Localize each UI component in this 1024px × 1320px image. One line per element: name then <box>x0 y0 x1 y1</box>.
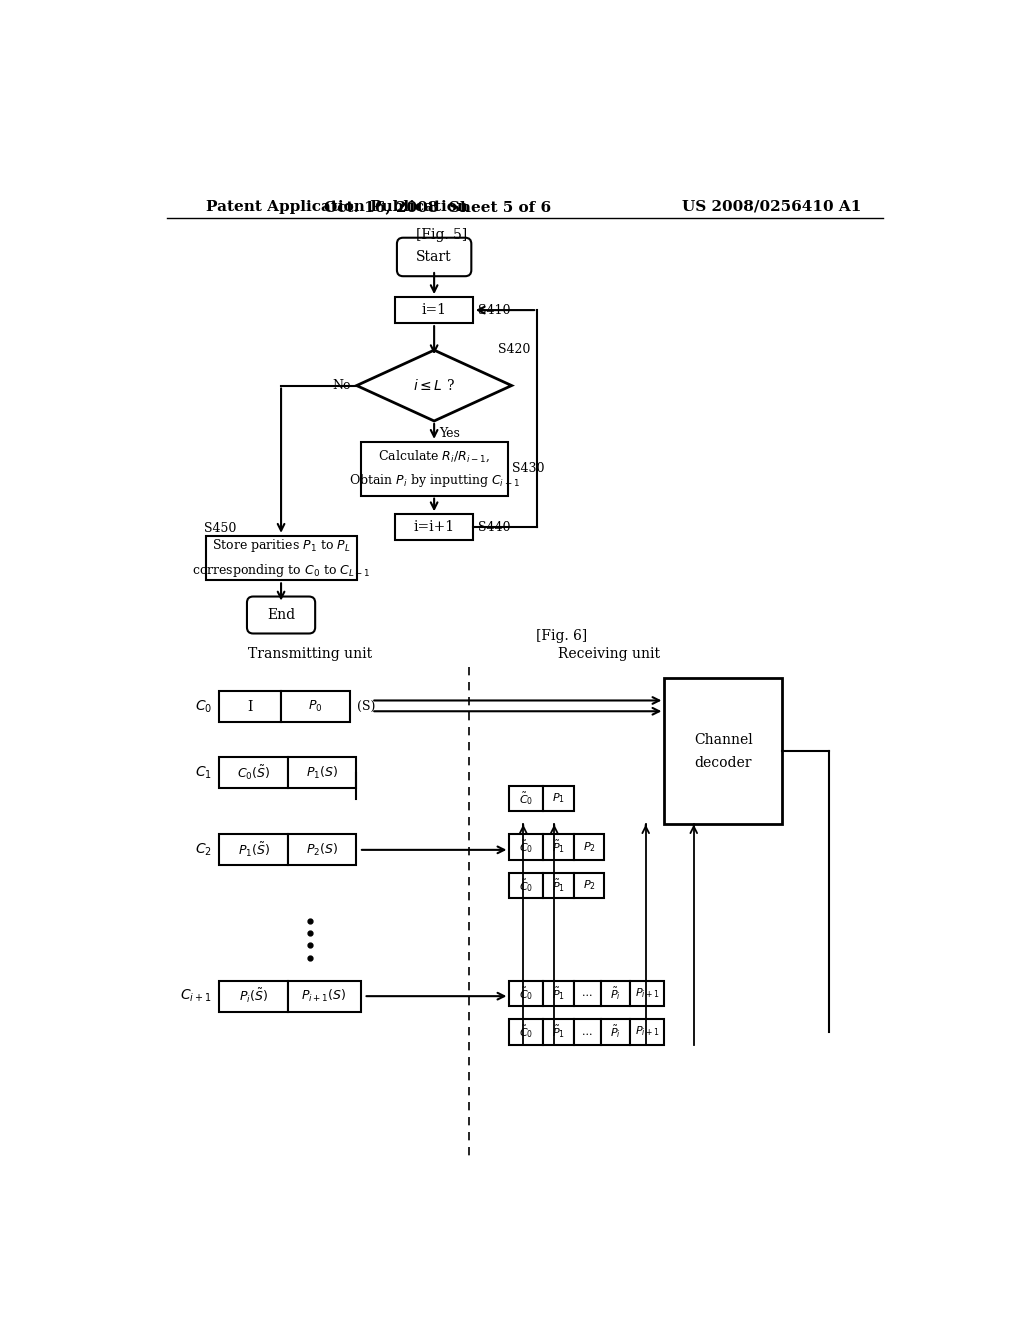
Bar <box>574 981 601 1006</box>
Bar <box>574 873 604 899</box>
Bar <box>288 758 356 788</box>
Text: [Fig. 6]: [Fig. 6] <box>537 628 588 643</box>
Text: Store parities $P_1$ to $P_L$
corresponding to $C_0$ to $C_{L-1}$: Store parities $P_1$ to $P_L$ correspond… <box>191 537 371 579</box>
Text: Start: Start <box>417 249 452 264</box>
Text: ...: ... <box>583 1027 593 1036</box>
Bar <box>544 1019 574 1044</box>
Bar <box>509 834 544 859</box>
Bar <box>630 1019 665 1044</box>
Text: $\tilde{P}_i$: $\tilde{P}_i$ <box>610 985 621 1002</box>
Bar <box>219 758 288 788</box>
Text: Patent Application Publication: Patent Application Publication <box>206 199 468 214</box>
Bar <box>360 442 508 496</box>
FancyBboxPatch shape <box>397 238 471 276</box>
Bar <box>509 873 544 899</box>
Bar <box>288 981 361 1011</box>
Bar <box>219 834 288 866</box>
Bar <box>601 1019 630 1044</box>
Bar <box>509 981 544 1006</box>
Text: S410: S410 <box>477 304 510 317</box>
Bar <box>574 834 604 859</box>
Text: S420: S420 <box>499 343 530 356</box>
Text: $C_{i+1}$: $C_{i+1}$ <box>180 987 212 1005</box>
Text: Oct. 16, 2008  Sheet 5 of 6: Oct. 16, 2008 Sheet 5 of 6 <box>325 199 552 214</box>
Bar <box>206 536 356 581</box>
Bar <box>544 834 574 859</box>
Bar <box>630 981 665 1006</box>
Text: $\tilde{C}_0$: $\tilde{C}_0$ <box>519 838 534 855</box>
Bar <box>574 1019 601 1044</box>
Text: Calculate $R_i/R_{i-1}$,
Obtain $P_i$ by inputting $C_{i-1}$: Calculate $R_i/R_{i-1}$, Obtain $P_i$ by… <box>349 449 519 490</box>
Text: ...: ... <box>583 989 593 998</box>
Text: [Fig. 5]: [Fig. 5] <box>416 228 468 243</box>
Text: Channel
decoder: Channel decoder <box>694 733 753 770</box>
Bar <box>544 873 574 899</box>
Text: $P_2$: $P_2$ <box>583 840 596 854</box>
Text: $P_i(\tilde{S})$: $P_i(\tilde{S})$ <box>239 987 268 1006</box>
Text: i=i+1: i=i+1 <box>414 520 455 535</box>
Text: $P_1$: $P_1$ <box>552 792 565 805</box>
Text: $P_{i+1}$: $P_{i+1}$ <box>635 986 659 1001</box>
Bar <box>544 981 574 1006</box>
Text: End: End <box>267 609 295 622</box>
Text: $P_1(\tilde{S})$: $P_1(\tilde{S})$ <box>238 841 269 859</box>
Text: $\tilde{C}_0$: $\tilde{C}_0$ <box>519 876 534 894</box>
Text: S440: S440 <box>477 520 510 533</box>
Text: $P_{i+1}$: $P_{i+1}$ <box>635 1024 659 1039</box>
Text: $i \leq L$ ?: $i \leq L$ ? <box>414 378 455 393</box>
Bar <box>219 981 288 1011</box>
Text: No: No <box>332 379 350 392</box>
Text: (S): (S) <box>352 700 375 713</box>
Text: S430: S430 <box>512 462 545 475</box>
Bar <box>395 297 473 323</box>
Polygon shape <box>356 350 512 421</box>
Bar <box>509 785 544 812</box>
Text: Yes: Yes <box>438 428 460 440</box>
Bar <box>219 692 282 722</box>
Text: $\tilde{C}_0$: $\tilde{C}_0$ <box>519 1023 534 1040</box>
Bar <box>544 785 574 812</box>
Bar <box>665 678 782 825</box>
Text: $\tilde{P}_1$: $\tilde{P}_1$ <box>552 1023 565 1040</box>
Text: $\tilde{C}_0$: $\tilde{C}_0$ <box>519 789 534 807</box>
Text: I: I <box>248 700 253 714</box>
Text: Receiving unit: Receiving unit <box>557 647 659 661</box>
Text: $\tilde{P}_1$: $\tilde{P}_1$ <box>552 985 565 1002</box>
Text: $\tilde{P}_1$: $\tilde{P}_1$ <box>552 876 565 894</box>
Text: i=1: i=1 <box>422 304 446 317</box>
Bar <box>282 692 349 722</box>
Text: US 2008/0256410 A1: US 2008/0256410 A1 <box>682 199 861 214</box>
Text: $P_{i+1}(S)$: $P_{i+1}(S)$ <box>301 989 347 1005</box>
Text: $P_2$: $P_2$ <box>583 878 596 892</box>
Text: S450: S450 <box>204 521 237 535</box>
Text: $C_2$: $C_2$ <box>195 842 212 858</box>
Text: $\tilde{P}_i$: $\tilde{P}_i$ <box>610 1023 621 1040</box>
Bar <box>601 981 630 1006</box>
Text: $C_0$: $C_0$ <box>195 698 212 715</box>
Bar <box>509 1019 544 1044</box>
Text: $C_1$: $C_1$ <box>195 764 212 781</box>
Text: $\tilde{P}_1$: $\tilde{P}_1$ <box>552 838 565 855</box>
Bar <box>395 515 473 540</box>
Text: $C_0(\tilde{S})$: $C_0(\tilde{S})$ <box>237 763 270 783</box>
Text: $P_1(S)$: $P_1(S)$ <box>306 764 338 781</box>
Bar <box>288 834 356 866</box>
Text: $P_2(S)$: $P_2(S)$ <box>306 842 338 858</box>
Text: $P_0$: $P_0$ <box>308 700 323 714</box>
FancyBboxPatch shape <box>247 597 315 634</box>
Text: $\tilde{C}_0$: $\tilde{C}_0$ <box>519 985 534 1002</box>
Text: Transmitting unit: Transmitting unit <box>248 647 372 661</box>
